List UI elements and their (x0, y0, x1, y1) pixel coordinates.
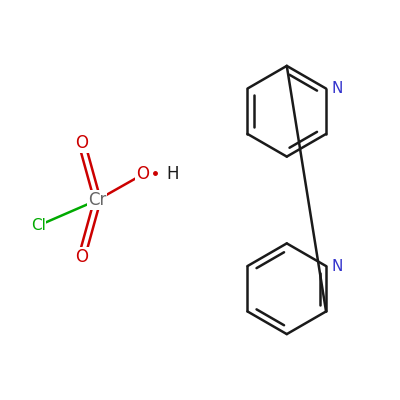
Text: O: O (136, 165, 149, 183)
Text: O: O (75, 134, 88, 152)
Text: Cr: Cr (88, 191, 107, 209)
Text: N: N (331, 81, 342, 96)
Text: N: N (331, 258, 342, 274)
Text: Cl: Cl (31, 218, 46, 233)
Text: O: O (75, 248, 88, 266)
Text: H: H (166, 165, 179, 183)
